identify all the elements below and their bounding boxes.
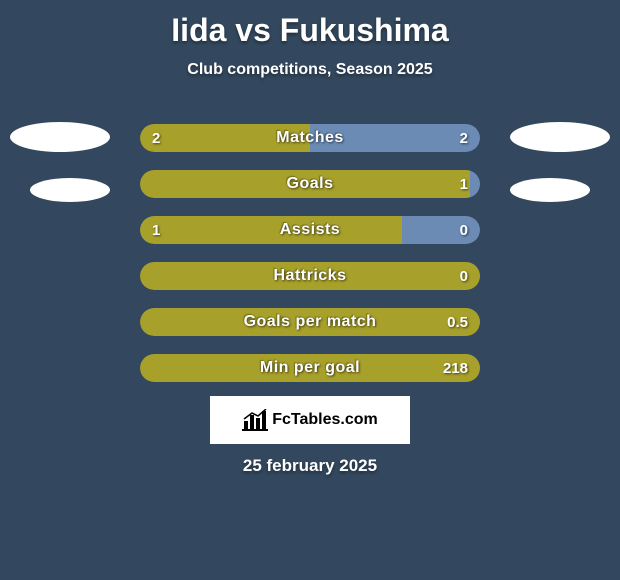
stat-row: 10Assists [140,216,480,244]
stat-row: 218Min per goal [140,354,480,382]
stat-label: Assists [140,216,480,244]
stat-row: 0.5Goals per match [140,308,480,336]
date-label: 25 february 2025 [0,456,620,476]
player-right-team-placeholder [510,178,590,202]
chart-icon [242,409,268,431]
page-subtitle: Club competitions, Season 2025 [0,61,620,79]
stat-row: 22Matches [140,124,480,152]
stat-row: 1Goals [140,170,480,198]
logo-text: FcTables.com [272,411,378,429]
stats-container: 22Matches 1Goals 10Assists 0Hattricks 0.5Goa… [140,124,480,400]
stat-label: Goals [140,170,480,198]
stat-row: 0Hattricks [140,262,480,290]
page-title: Iida vs Fukushima [0,0,620,49]
stat-label: Matches [140,124,480,152]
player-right-photo-placeholder [510,122,610,152]
stat-label: Goals per match [140,308,480,336]
stat-label: Min per goal [140,354,480,382]
stat-label: Hattricks [140,262,480,290]
player-left-photo-placeholder [10,122,110,152]
player-left-team-placeholder [30,178,110,202]
logo-box: FcTables.com [210,396,410,444]
